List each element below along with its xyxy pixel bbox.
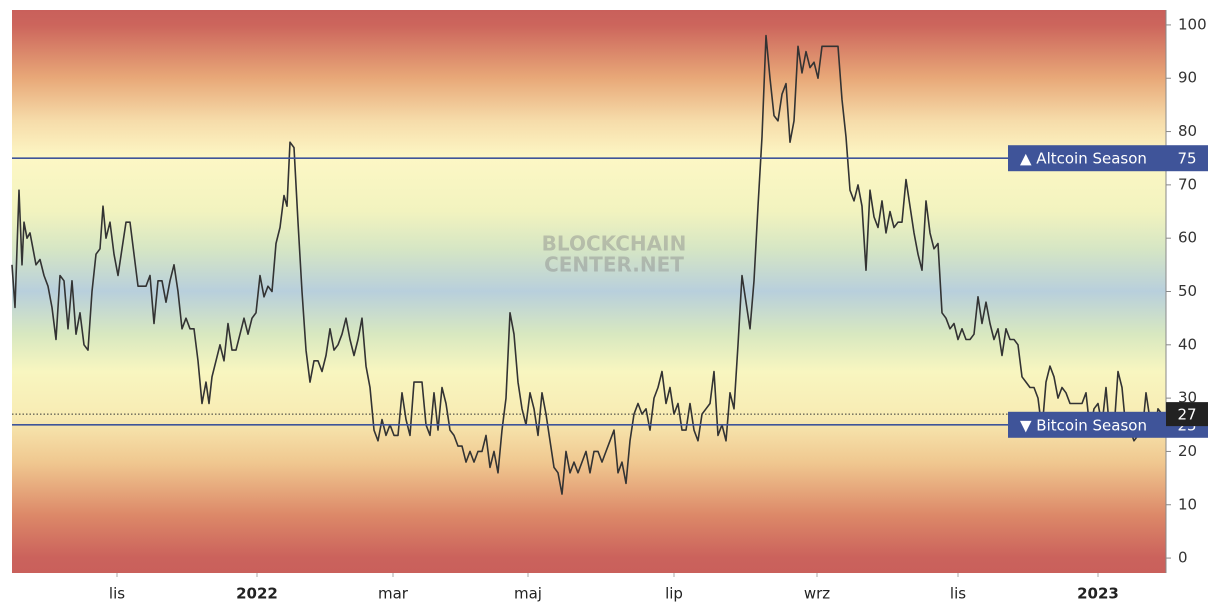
plot-background	[12, 10, 1166, 573]
x-tick-label: lis	[109, 585, 125, 603]
y-tick-label: 70	[1178, 175, 1197, 193]
x-tick-label: mar	[378, 585, 409, 603]
x-tick-label: lip	[665, 585, 683, 603]
reference-label: ▲ Altcoin Season	[1020, 150, 1147, 168]
watermark: CENTER.NET	[544, 253, 684, 277]
last-value-box	[1166, 402, 1208, 427]
y-tick-label: 90	[1178, 69, 1197, 87]
y-tick-label: 0	[1178, 549, 1188, 567]
x-tick-label: wrz	[804, 585, 830, 603]
y-tick-label: 60	[1178, 229, 1197, 247]
y-tick-label: 80	[1178, 122, 1197, 140]
x-tick-label: lis	[950, 585, 966, 603]
y-tick-label: 10	[1178, 495, 1197, 513]
y-tick-label: 50	[1178, 282, 1197, 300]
reference-box	[1008, 145, 1208, 172]
reference-label: ▼ Bitcoin Season	[1020, 416, 1147, 434]
y-tick-label: 100	[1178, 15, 1207, 33]
watermark: BLOCKCHAIN	[542, 232, 687, 256]
y-tick-label: 40	[1178, 335, 1197, 353]
series-line	[11, 34, 1163, 495]
x-tick-label: maj	[514, 585, 542, 603]
y-tick-label: 20	[1178, 442, 1197, 460]
x-tick-label: 2023	[1077, 585, 1119, 603]
last-value-label: 27	[1177, 406, 1196, 424]
reference-value: 75	[1177, 150, 1196, 168]
x-tick-label: 2022	[236, 585, 278, 603]
